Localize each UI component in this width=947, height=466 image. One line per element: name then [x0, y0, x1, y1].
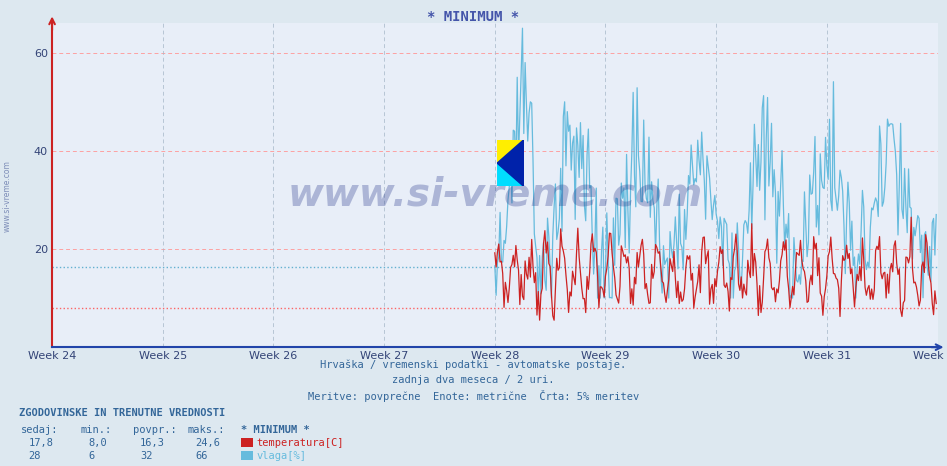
Text: 17,8: 17,8 [28, 438, 53, 448]
Text: povpr.:: povpr.: [133, 425, 176, 435]
Text: Meritve: povprečne  Enote: metrične  Črta: 5% meritev: Meritve: povprečne Enote: metrične Črta:… [308, 390, 639, 402]
Text: www.si-vreme.com: www.si-vreme.com [287, 176, 703, 214]
Text: sedaj:: sedaj: [21, 425, 59, 435]
Polygon shape [497, 140, 524, 186]
Polygon shape [497, 140, 524, 163]
Text: ZGODOVINSKE IN TRENUTNE VREDNOSTI: ZGODOVINSKE IN TRENUTNE VREDNOSTI [19, 408, 225, 418]
Text: * MINIMUM *: * MINIMUM * [241, 425, 311, 435]
Polygon shape [497, 163, 524, 186]
Text: 66: 66 [195, 451, 207, 460]
Text: zadnja dva meseca / 2 uri.: zadnja dva meseca / 2 uri. [392, 375, 555, 385]
Text: 28: 28 [28, 451, 41, 460]
Text: vlaga[%]: vlaga[%] [257, 451, 307, 460]
Text: 16,3: 16,3 [140, 438, 165, 448]
Text: 6: 6 [88, 451, 95, 460]
Text: * MINIMUM *: * MINIMUM * [427, 10, 520, 24]
Text: 32: 32 [140, 451, 152, 460]
Text: min.:: min.: [80, 425, 112, 435]
Text: temperatura[C]: temperatura[C] [257, 438, 344, 448]
Text: 8,0: 8,0 [88, 438, 107, 448]
Text: www.si-vreme.com: www.si-vreme.com [3, 160, 12, 232]
Text: Hrvaška / vremenski podatki - avtomatske postaje.: Hrvaška / vremenski podatki - avtomatske… [320, 360, 627, 370]
Text: maks.:: maks.: [188, 425, 225, 435]
Text: 24,6: 24,6 [195, 438, 220, 448]
